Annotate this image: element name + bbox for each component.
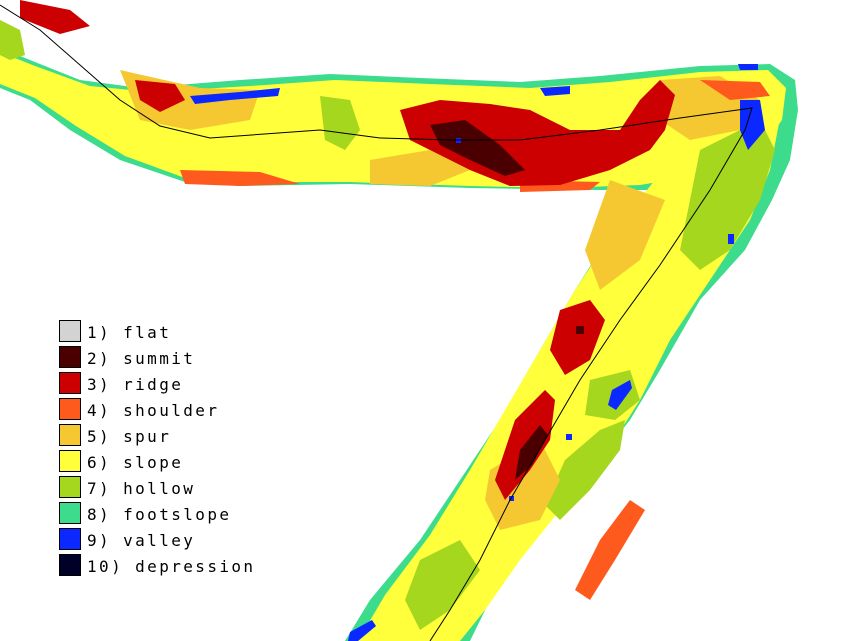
shoulder-patch xyxy=(700,80,770,100)
legend-item: 4) shoulder xyxy=(59,396,279,422)
legend-swatch xyxy=(59,320,81,342)
hollow-patch xyxy=(320,96,360,150)
legend-item: 6) slope xyxy=(59,448,279,474)
legend-item: 7) hollow xyxy=(59,474,279,500)
legend-item: 8) footslope xyxy=(59,500,279,526)
valley-patch xyxy=(728,234,734,244)
legend-label: 7) hollow xyxy=(87,479,196,498)
legend-swatch xyxy=(59,424,81,446)
legend-item: 3) ridge xyxy=(59,370,279,396)
legend-label: 10) depression xyxy=(87,557,256,576)
legend-swatch xyxy=(59,554,81,576)
legend-swatch xyxy=(59,502,81,524)
valley-patch xyxy=(509,496,514,501)
valley-patch xyxy=(740,100,765,150)
legend-label: 6) slope xyxy=(87,453,184,472)
legend-label: 9) valley xyxy=(87,531,196,550)
valley-patch xyxy=(566,434,572,440)
legend-label: 1) flat xyxy=(87,323,172,342)
legend-label: 3) ridge xyxy=(87,375,184,394)
ridge-patch xyxy=(20,0,90,34)
valley-patch xyxy=(738,64,758,70)
legend-label: 4) shoulder xyxy=(87,401,220,420)
legend-swatch xyxy=(59,372,81,394)
ridge-patch xyxy=(135,80,185,112)
route-line xyxy=(0,4,753,641)
legend-swatch xyxy=(59,398,81,420)
hollow-patch xyxy=(680,120,775,270)
legend-swatch xyxy=(59,450,81,472)
valley-patch xyxy=(608,380,632,410)
spur-patch xyxy=(585,180,665,290)
legend-label: 5) spur xyxy=(87,427,172,446)
hollow-patch xyxy=(545,420,625,520)
valley-patch xyxy=(540,86,570,96)
legend-swatch xyxy=(59,528,81,550)
map-legend: 1) flat 2) summit 3) ridge 4) shoulder 5) sp… xyxy=(59,318,279,578)
legend-label: 8) footslope xyxy=(87,505,232,524)
shoulder-patch xyxy=(575,500,645,600)
legend-label: 2) summit xyxy=(87,349,196,368)
ridge-patch xyxy=(400,80,675,186)
legend-item: 2) summit xyxy=(59,344,279,370)
summit-patch xyxy=(430,120,525,176)
hollow-patch xyxy=(405,540,480,630)
valley-patch xyxy=(190,88,280,104)
ridge-patch xyxy=(550,300,605,375)
hollow-patch xyxy=(0,20,25,60)
legend-swatch xyxy=(59,346,81,368)
summit-patch xyxy=(515,425,548,480)
legend-swatch xyxy=(59,476,81,498)
spur-patch xyxy=(370,150,470,186)
legend-item: 5) spur xyxy=(59,422,279,448)
valley-patch xyxy=(348,620,376,641)
summit-patch xyxy=(576,326,584,334)
legend-item: 1) flat xyxy=(59,318,279,344)
legend-item: 9) valley xyxy=(59,526,279,552)
shoulder-patch xyxy=(180,170,300,186)
legend-item: 10) depression xyxy=(59,552,279,578)
